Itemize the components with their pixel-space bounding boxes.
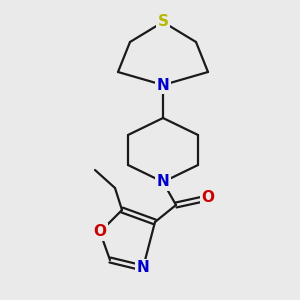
Text: N: N xyxy=(157,77,169,92)
Text: O: O xyxy=(94,224,106,239)
Text: S: S xyxy=(158,14,169,29)
Text: N: N xyxy=(136,260,149,275)
Text: O: O xyxy=(202,190,214,206)
Text: N: N xyxy=(157,175,169,190)
